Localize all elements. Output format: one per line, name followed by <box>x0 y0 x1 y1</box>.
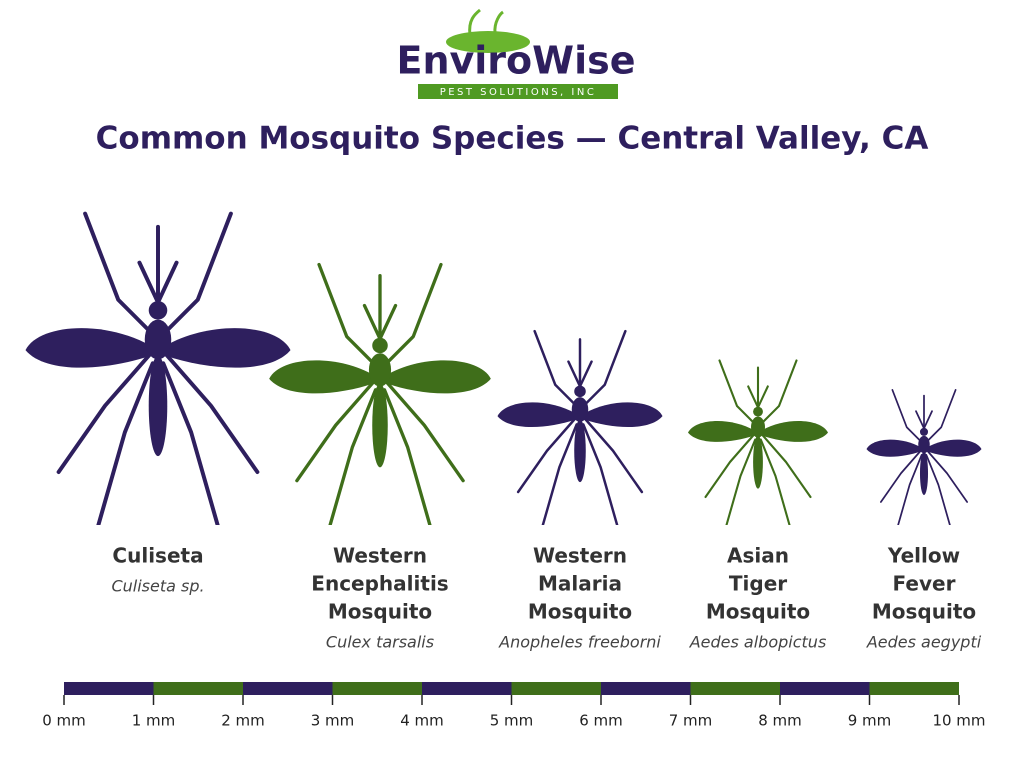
scale-label: 1 mm <box>132 712 176 730</box>
scale-label: 3 mm <box>311 712 355 730</box>
species-name: Western <box>333 544 427 568</box>
scale-label: 6 mm <box>579 712 623 730</box>
species-name: Mosquito <box>872 600 976 624</box>
species-latin: Culex tarsalis <box>326 633 434 652</box>
scale-segment <box>243 682 333 695</box>
mosquito-icon <box>688 359 828 525</box>
species-latin: Culiseta sp. <box>111 577 204 596</box>
scale-label: 4 mm <box>400 712 444 730</box>
scale-segment <box>690 682 780 695</box>
species-name: Western <box>533 544 627 568</box>
species-latin: Aedes albopictus <box>689 633 827 652</box>
species-labels: Culiseta Culiseta sp. Western Encephalitis M… <box>111 544 981 652</box>
scale-segment <box>422 682 512 695</box>
title: Common Mosquito Species — Central Valley… <box>96 121 929 157</box>
species-name: Mosquito <box>528 600 632 624</box>
species-latin: Anopheles freeborni <box>498 633 661 652</box>
scale-segment <box>511 682 601 695</box>
species-name: Malaria <box>538 572 622 596</box>
species-name: Yellow <box>887 544 960 568</box>
species-name: Encephalitis <box>311 572 448 596</box>
species-name: Tiger <box>729 572 787 596</box>
logo-name: EnviroWise <box>397 39 636 83</box>
scale-label: 2 mm <box>221 712 265 730</box>
mosquito-icon <box>25 211 291 525</box>
scale-segment <box>64 682 154 695</box>
scale-segment <box>153 682 243 695</box>
species-name: Culiseta <box>112 544 203 568</box>
scale-label: 9 mm <box>848 712 892 730</box>
mosquito-icon <box>497 329 663 525</box>
species-latin: Aedes aegypti <box>866 633 982 652</box>
scale-segment <box>869 682 959 695</box>
scale-label: 5 mm <box>490 712 534 730</box>
mosquito-icon <box>269 262 491 525</box>
scale-bar: 0 mm 1 mm 2 mm 3 mm 4 mm 5 mm 6 mm 7 mm 8 mm 9 mm… <box>42 682 986 730</box>
logo-tagline: PEST SOLUTIONS, INC <box>440 87 597 98</box>
species-name: Asian <box>727 544 789 568</box>
scale-segment <box>332 682 422 695</box>
scale-label: 7 mm <box>669 712 713 730</box>
scale-segment <box>780 682 870 695</box>
species-name: Mosquito <box>706 600 810 624</box>
scale-label: 8 mm <box>758 712 802 730</box>
scale-label: 0 mm <box>42 712 86 730</box>
species-name: Fever <box>893 572 956 596</box>
logo: EnviroWise PEST SOLUTIONS, INC <box>397 8 636 99</box>
mosquito-icon <box>866 389 982 525</box>
species-name: Mosquito <box>328 600 432 624</box>
scale-label: 10 mm <box>932 712 985 730</box>
mosquitoes <box>25 211 982 525</box>
scale-segment <box>601 682 691 695</box>
